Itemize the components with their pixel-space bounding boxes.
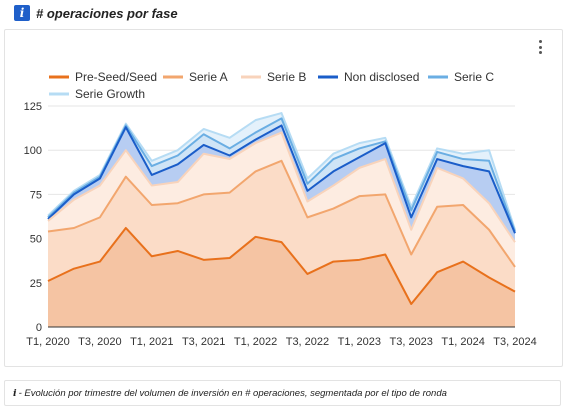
legend-item: Serie C: [428, 70, 494, 84]
line-serie-growth: [47, 112, 516, 231]
more-options-icon[interactable]: [533, 38, 547, 56]
line-serie-c: [47, 117, 516, 232]
y-tick-label: 25: [30, 278, 42, 290]
x-tick-label: T1, 2023: [338, 336, 381, 348]
legend-label: Pre-Seed/Seed: [75, 70, 157, 84]
area-pre-seed-seed: [48, 227, 515, 327]
line-serie-a: [47, 159, 516, 268]
x-tick-label: T1, 2020: [26, 336, 69, 348]
line-pre-seed-seed: [47, 226, 516, 306]
chart-caption: i - Evolución por trimestre del volumen …: [4, 380, 561, 406]
y-tick-label: 100: [24, 145, 42, 157]
x-tick-label: T1, 2022: [234, 336, 277, 348]
page-header: i # operaciones por fase: [14, 3, 178, 23]
info-icon: i: [14, 5, 30, 21]
x-tick-label: T1, 2021: [130, 336, 173, 348]
legend-label: Serie Growth: [75, 87, 145, 101]
legend-item: Pre-Seed/Seed: [49, 70, 157, 84]
legend-label: Non disclosed: [344, 70, 419, 84]
y-tick-label: 50: [30, 234, 42, 246]
y-tick-label: 75: [30, 189, 42, 201]
legend-label: Serie B: [267, 70, 306, 84]
legend-item: Serie A: [163, 70, 228, 84]
caption-info-icon: i: [13, 387, 17, 399]
area-chart: 0 25 50 75 100 125 T1, 2020 T3, 2020 T1, 2021 T3,…: [24, 70, 537, 348]
x-tick-label: T3, 2024: [493, 336, 536, 348]
x-tick-label: T3, 2023: [390, 336, 433, 348]
y-tick-label: 0: [36, 322, 42, 334]
caption-text: - Evolución por trimestre del volumen de…: [18, 387, 447, 399]
legend-label: Serie C: [454, 70, 494, 84]
y-tick-label: 125: [24, 101, 42, 113]
legend-item: Serie Growth: [49, 87, 145, 101]
x-tick-label: T3, 2021: [182, 336, 225, 348]
line-serie-b: [47, 131, 516, 243]
line-non-disclosed: [47, 124, 516, 234]
x-tick-label: T3, 2020: [78, 336, 121, 348]
legend-item: Non disclosed: [318, 70, 419, 84]
x-tick-label: T1, 2024: [441, 336, 484, 348]
legend-item: Serie B: [241, 70, 306, 84]
legend-label: Serie A: [189, 70, 228, 84]
page-title: # operaciones por fase: [36, 5, 178, 21]
x-tick-label: T3, 2022: [286, 336, 329, 348]
